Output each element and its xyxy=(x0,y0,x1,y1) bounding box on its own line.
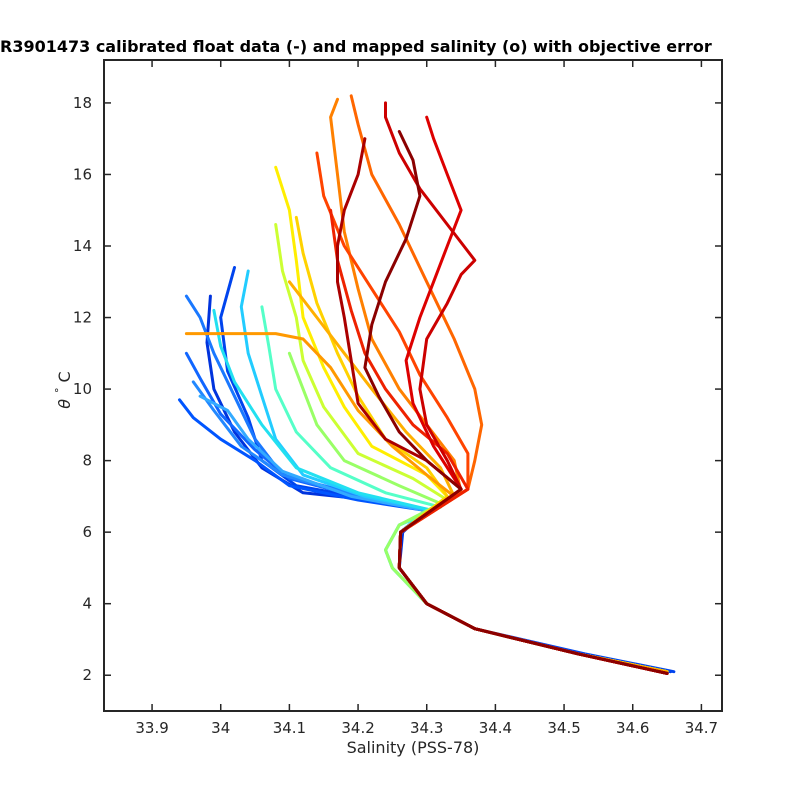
y-axis-label-unit: C xyxy=(55,371,74,382)
x-tick-label-7: 34.5 xyxy=(547,719,580,737)
axes-layer: 33.9 34 34.1 34.2 34.3 34.4 34.5 34.6 34.7 2 4 6 8 10… xyxy=(73,60,722,737)
y-tick-label-5: 10 xyxy=(73,380,92,398)
x-tick-label-2: 34 xyxy=(211,719,230,737)
y-tick-label-4: 8 xyxy=(82,452,92,470)
y-tick-label-3: 6 xyxy=(82,523,92,541)
x-tick-label-8: 34.6 xyxy=(616,719,649,737)
plot-frame xyxy=(103,59,723,712)
y-tick-label-1: 2 xyxy=(82,666,92,684)
y-tick-label-9: 18 xyxy=(73,94,92,112)
plot-area xyxy=(104,60,722,711)
series-layer xyxy=(178,94,676,675)
y-tick-label-6: 12 xyxy=(73,309,92,327)
y-tick-label-7: 14 xyxy=(73,237,92,255)
chart-title: R3901473 calibrated float data (-) and m… xyxy=(0,37,712,56)
svg-text:θ°C: θ°C xyxy=(53,371,74,408)
y-tick-label-8: 16 xyxy=(73,165,92,183)
y-tick-label-2: 4 xyxy=(82,595,92,613)
x-tick-label-4: 34.2 xyxy=(341,719,374,737)
y-axis-label: θ°C xyxy=(53,371,74,408)
profile-line-24 xyxy=(363,130,669,675)
x-axis-label: Salinity (PSS-78) xyxy=(347,738,480,757)
x-tick-label-9: 34.7 xyxy=(685,719,718,737)
y-axis-label-symbol: θ xyxy=(55,399,74,409)
x-tick-label-3: 34.1 xyxy=(273,719,306,737)
x-tick-label-5: 34.3 xyxy=(410,719,443,737)
x-tick-label-1: 33.9 xyxy=(135,719,168,737)
x-tick-label-6: 34.4 xyxy=(479,719,512,737)
